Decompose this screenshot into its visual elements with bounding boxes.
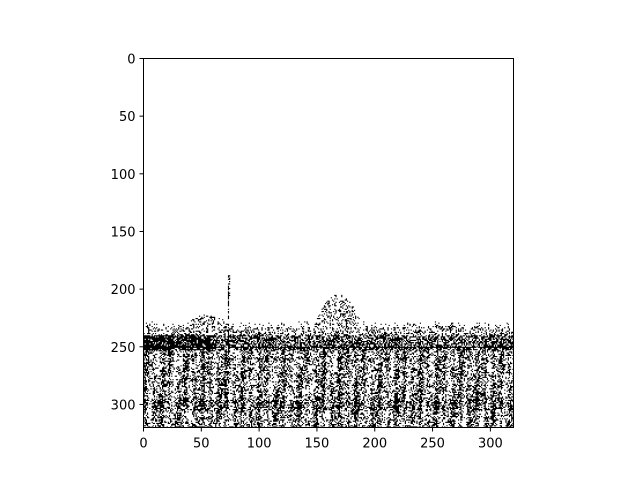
y-axis: 0 50 100 150 200 250 300 [111, 53, 144, 413]
x-tick-label: 300 [478, 437, 503, 452]
binary-image-heatmap [143, 275, 514, 428]
y-tick-label: 150 [111, 225, 136, 240]
x-tick-label: 150 [305, 437, 330, 452]
y-tick-label: 0 [127, 53, 135, 68]
x-tick-label: 200 [362, 437, 387, 452]
y-tick-label: 200 [111, 283, 136, 298]
x-axis: 0 50 100 150 200 250 300 [139, 427, 503, 452]
y-tick-label: 300 [111, 398, 136, 413]
y-tick-label: 250 [111, 341, 136, 356]
x-tick-label: 0 [139, 437, 147, 452]
y-tick-label: 100 [111, 168, 136, 183]
x-tick-label: 250 [420, 437, 445, 452]
plot-area-frame [143, 58, 514, 428]
image-pixels [143, 275, 514, 428]
x-tick-label: 50 [193, 437, 210, 452]
y-tick-label: 50 [119, 110, 136, 125]
x-tick-label: 100 [247, 437, 272, 452]
